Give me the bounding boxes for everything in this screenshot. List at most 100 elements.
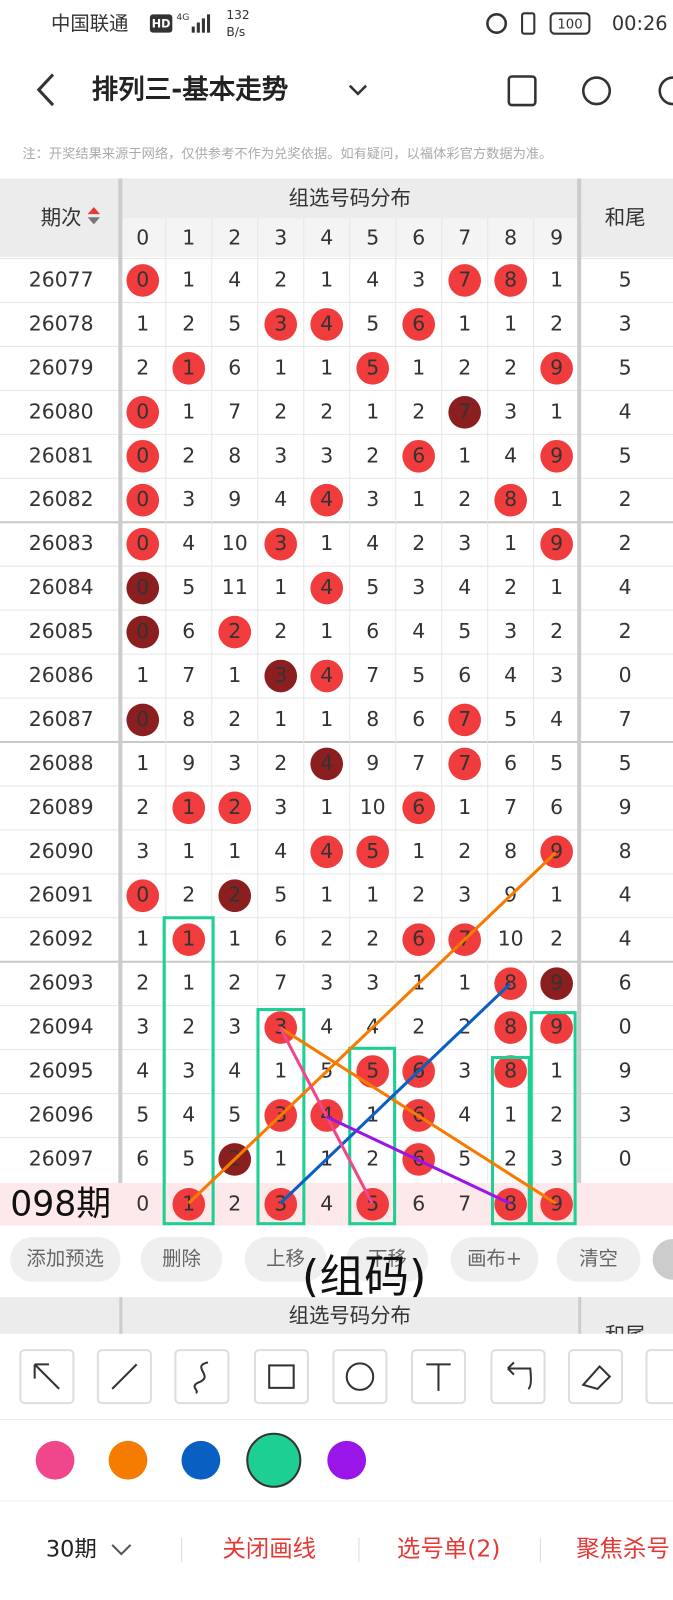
cell: 1	[182, 795, 195, 819]
divider	[578, 1297, 582, 1338]
cell: 1	[458, 971, 471, 995]
tail: 9	[619, 1059, 632, 1083]
action-button[interactable]	[10, 1236, 121, 1282]
divider	[577, 178, 582, 1226]
cell: 1	[274, 575, 287, 599]
period: 26077	[29, 267, 94, 291]
cell: 2	[458, 355, 471, 379]
action-button[interactable]	[346, 1236, 429, 1282]
action-button[interactable]	[244, 1236, 327, 1282]
cell: 9	[182, 751, 195, 775]
period: 26092	[29, 927, 94, 951]
cell: 9	[550, 971, 563, 995]
carrier: 中国联通	[51, 12, 128, 35]
cell: 1	[458, 311, 471, 335]
sort-down[interactable]	[87, 217, 100, 225]
tool-circle[interactable]	[332, 1349, 388, 1405]
cell: 5	[182, 575, 195, 599]
tool-eraser[interactable]	[567, 1349, 624, 1405]
cell: 6	[550, 795, 563, 819]
collapse-button[interactable]	[652, 1238, 673, 1280]
tail: 9	[619, 795, 632, 819]
cell: 3	[228, 751, 241, 775]
tool-more[interactable]	[645, 1349, 673, 1405]
tool-arrow[interactable]	[19, 1349, 75, 1405]
cell: 2	[504, 575, 517, 599]
cell: 7	[274, 971, 287, 995]
cell: 2	[320, 927, 333, 951]
cell: 2	[504, 355, 517, 379]
pen-color[interactable]	[181, 1440, 221, 1480]
cell: 1	[136, 927, 149, 951]
draft-cell[interactable]: 6	[412, 1191, 425, 1215]
action-button[interactable]	[556, 1236, 641, 1282]
cell: 4	[458, 575, 471, 599]
tail: 2	[619, 619, 632, 643]
period: 26081	[29, 443, 94, 467]
tool-line[interactable]	[96, 1349, 152, 1405]
action-label[interactable]: 清空	[579, 1247, 618, 1270]
digit-header: 8	[504, 226, 517, 250]
cell: 6	[136, 1146, 149, 1170]
tool-curve[interactable]	[174, 1349, 230, 1405]
pen-color[interactable]	[35, 1440, 75, 1480]
back-button[interactable]	[36, 73, 55, 107]
draft-cell[interactable]: 4	[320, 1191, 333, 1215]
cell: 2	[366, 927, 379, 951]
period-select[interactable]: 30期	[46, 1536, 97, 1562]
cell: 3	[550, 1146, 563, 1170]
cell: 1	[182, 839, 195, 863]
tools	[19, 1349, 673, 1405]
period: 26084	[29, 575, 94, 599]
draft-cell[interactable]: 8	[504, 1191, 517, 1215]
draft-cell[interactable]: 2	[228, 1191, 241, 1215]
cell: 2	[550, 1102, 563, 1126]
cell: 4	[182, 531, 195, 555]
cell: 2	[274, 399, 287, 423]
pen-color[interactable]	[246, 1432, 302, 1488]
action-label[interactable]: 添加预选	[27, 1247, 104, 1270]
period-dropdown[interactable]	[111, 1544, 132, 1556]
phone-icon[interactable]	[507, 75, 537, 107]
footer-action[interactable]: 选号单(2)	[397, 1534, 501, 1562]
sort-up[interactable]	[87, 207, 100, 215]
draft-cell[interactable]: 0	[136, 1191, 149, 1215]
tool-text[interactable]	[410, 1349, 467, 1405]
more-icon[interactable]	[658, 76, 673, 106]
draft-cell[interactable]: 9	[550, 1191, 563, 1215]
action-label[interactable]: 下移	[368, 1247, 407, 1270]
draft-cell[interactable]: 7	[458, 1191, 471, 1215]
share-icon[interactable]	[581, 76, 612, 106]
network: 4G	[176, 12, 189, 23]
action-label[interactable]: 上移	[266, 1247, 305, 1270]
action-label[interactable]: 画布+	[467, 1247, 522, 1270]
action-button[interactable]	[450, 1236, 539, 1282]
digit-header: 5	[366, 226, 379, 250]
hit-ball	[356, 352, 390, 385]
footer-action[interactable]: 关闭画线	[222, 1534, 316, 1562]
cell: 8	[182, 707, 195, 731]
cell: 6	[274, 927, 287, 951]
action-label[interactable]: 删除	[162, 1247, 201, 1270]
period: 26094	[29, 1015, 94, 1039]
hit-ball	[172, 352, 206, 385]
page-title[interactable]: 排列三-基本走势	[92, 74, 289, 105]
cell: 7	[504, 795, 517, 819]
cell: 0	[136, 399, 149, 423]
tail: 0	[619, 1015, 632, 1039]
cell: 2	[458, 839, 471, 863]
footer-action[interactable]: 聚焦杀号	[576, 1534, 670, 1562]
action-button[interactable]	[140, 1236, 223, 1282]
hit-ball	[172, 791, 206, 825]
hit-ball	[310, 308, 344, 341]
cell: 2	[274, 267, 287, 291]
title-dropdown[interactable]	[348, 84, 367, 96]
pen-color[interactable]	[327, 1440, 367, 1480]
cell: 1	[182, 971, 195, 995]
tool-undo[interactable]	[490, 1349, 546, 1405]
cell: 1	[504, 1102, 517, 1126]
cell: 1	[550, 575, 563, 599]
pen-color[interactable]	[108, 1440, 148, 1480]
cell: 1	[412, 487, 425, 511]
tool-rect[interactable]	[253, 1349, 309, 1405]
